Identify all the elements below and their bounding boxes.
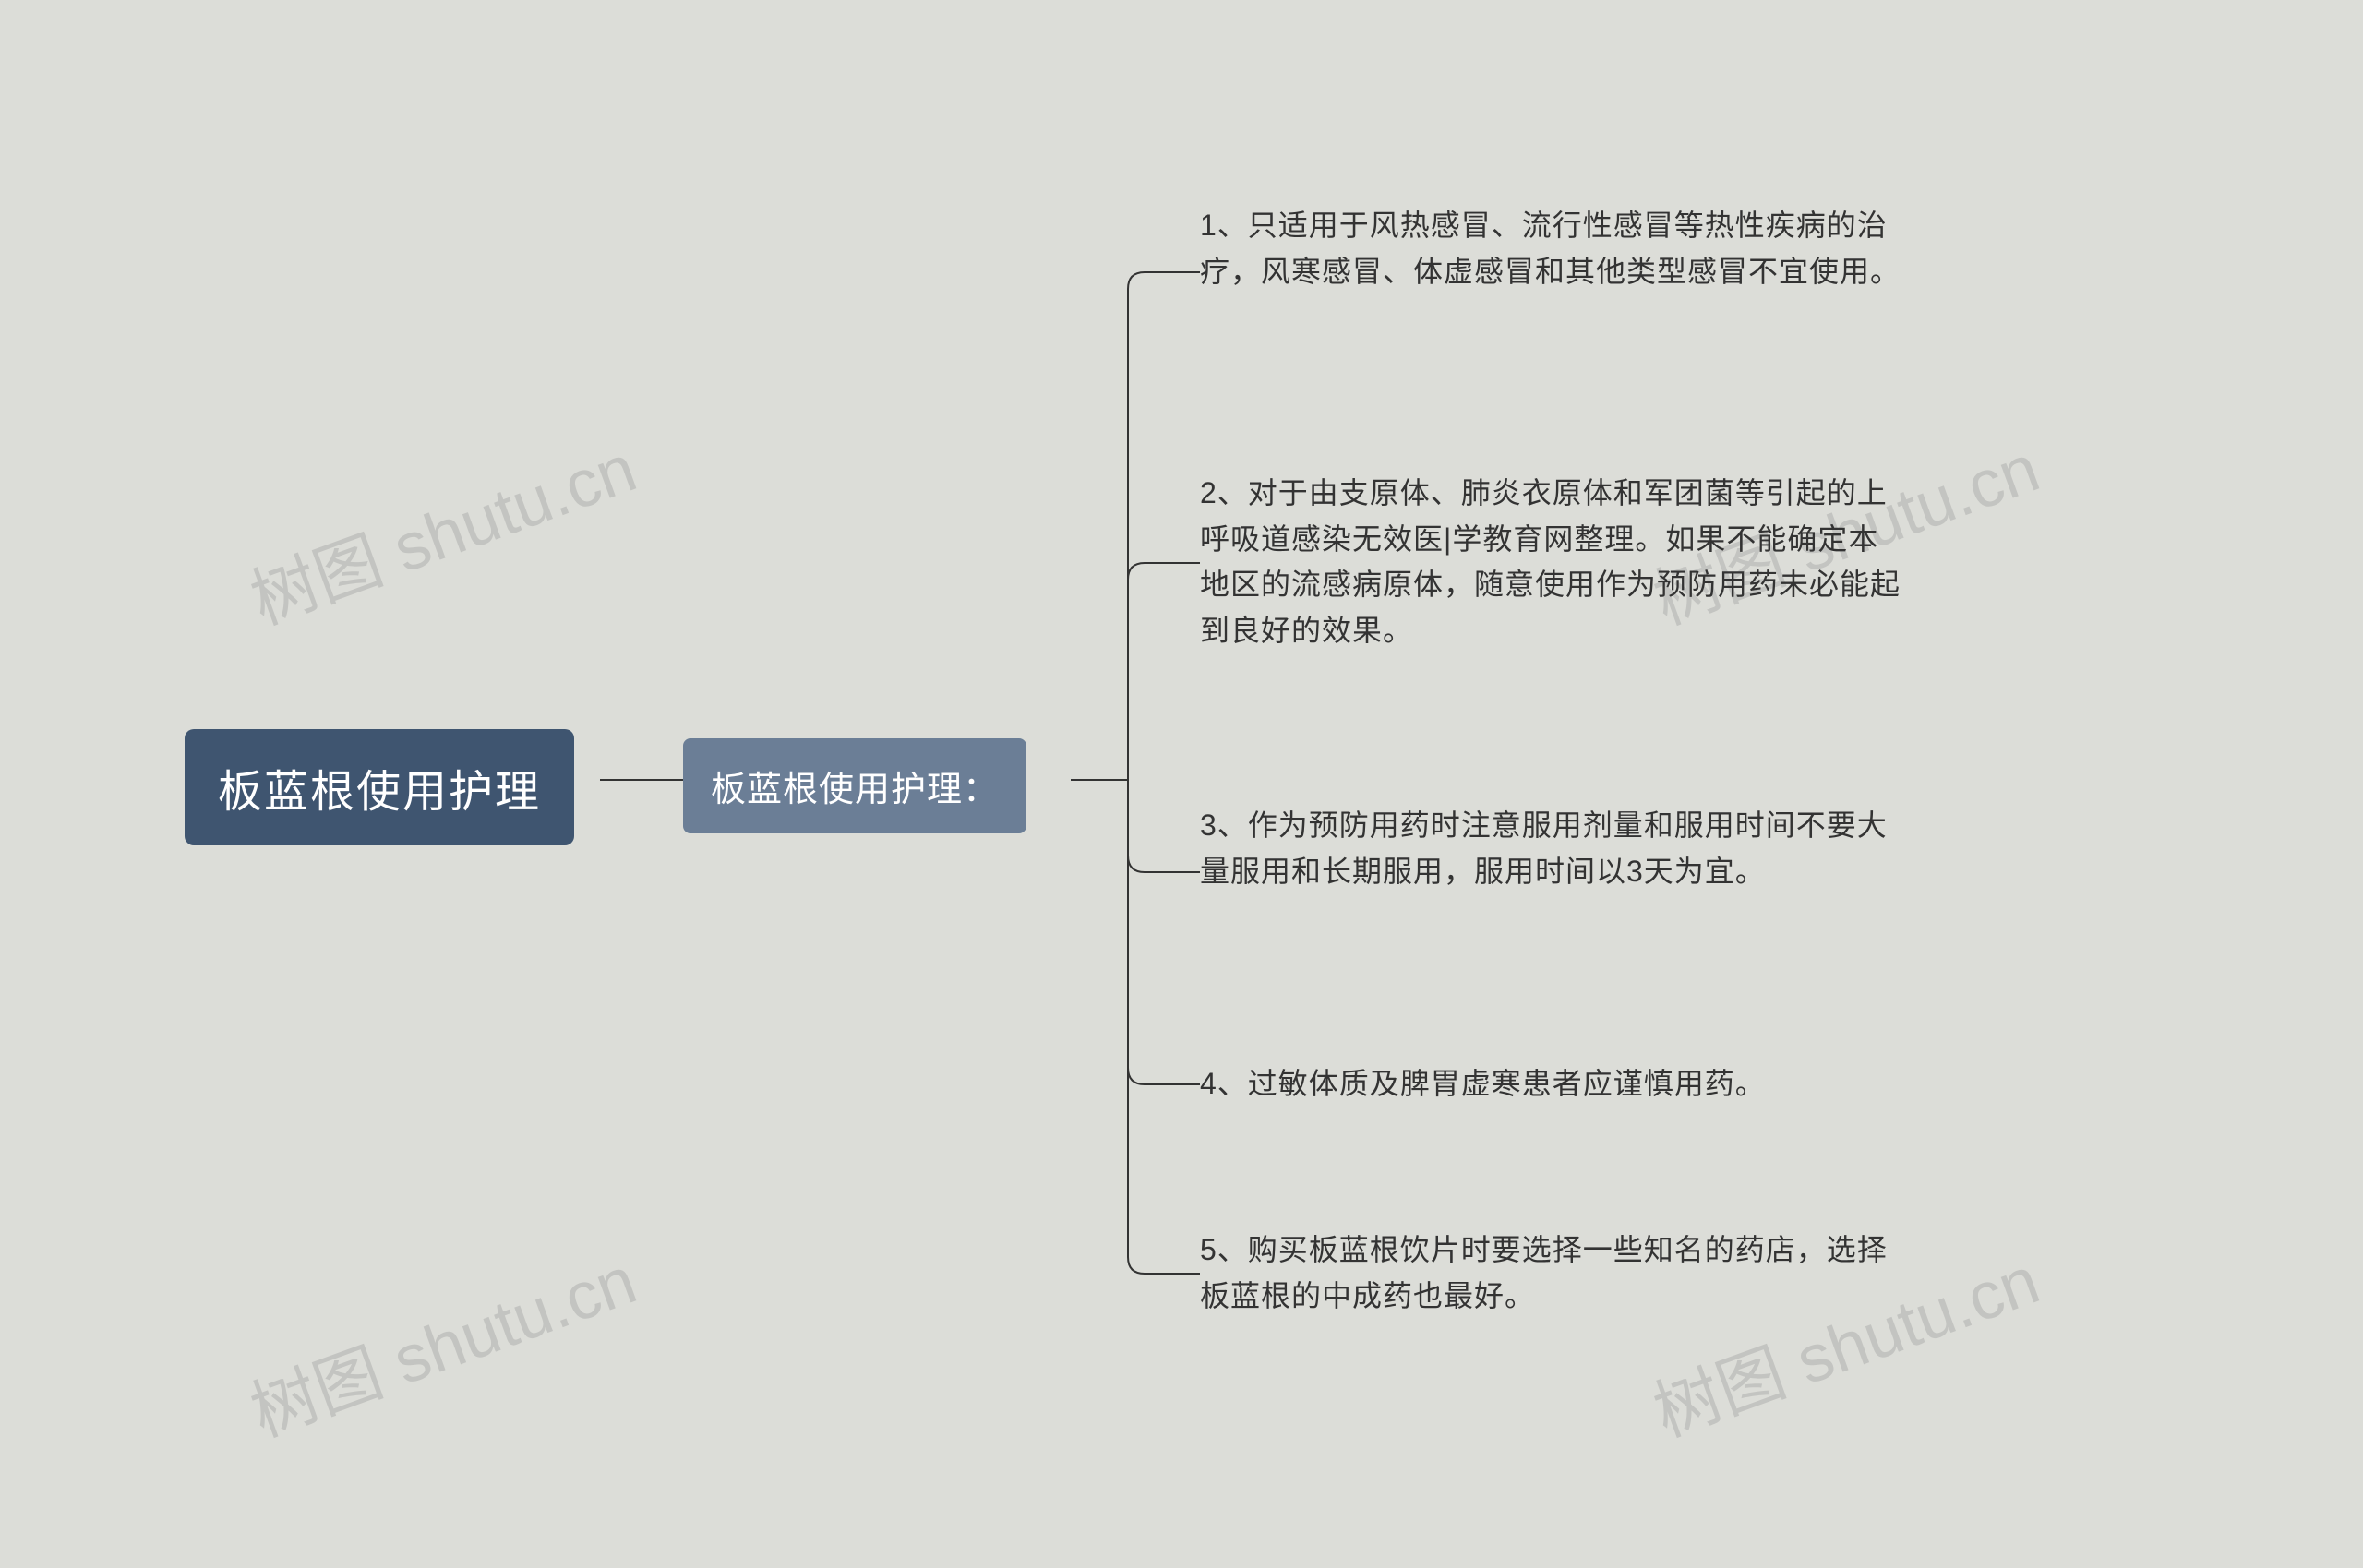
mindmap-leaf-node[interactable]: 2、对于由支原体、肺炎衣原体和军团菌等引起的上呼吸道感染无效医|学教育网整理。如… xyxy=(1200,471,1901,653)
mindmap-leaf-label: 2、对于由支原体、肺炎衣原体和军团菌等引起的上呼吸道感染无效医|学教育网整理。如… xyxy=(1200,471,1901,653)
mindmap-leaf-node[interactable]: 3、作为预防用药时注意服用剂量和服用时间不要大量服用和长期服用，服用时间以3天为… xyxy=(1200,803,1901,894)
mindmap-root-label: 板蓝根使用护理 xyxy=(218,755,541,820)
mindmap-leaf-label: 3、作为预防用药时注意服用剂量和服用时间不要大量服用和长期服用，服用时间以3天为… xyxy=(1200,803,1901,894)
watermark: 树图 shutu.cn xyxy=(235,414,647,643)
mindmap-leaf-node[interactable]: 4、过敏体质及脾胃虚寒患者应谨慎用药。 xyxy=(1200,1061,1901,1107)
mindmap-leaf-label: 1、只适用于风热感冒、流行性感冒等热性疾病的治疗，风寒感冒、体虚感冒和其他类型感… xyxy=(1200,203,1901,294)
mindmap-leaf-label: 4、过敏体质及脾胃虚寒患者应谨慎用药。 xyxy=(1200,1061,1766,1107)
mindmap-root-node[interactable]: 板蓝根使用护理 xyxy=(185,729,574,845)
mindmap-sub-label: 板蓝根使用护理： xyxy=(711,760,999,811)
mindmap-leaf-label: 5、购买板蓝根饮片时要选择一些知名的药店，选择板蓝根的中成药也最好。 xyxy=(1200,1227,1901,1319)
mindmap-leaf-node[interactable]: 5、购买板蓝根饮片时要选择一些知名的药店，选择板蓝根的中成药也最好。 xyxy=(1200,1227,1901,1319)
mindmap-leaf-node[interactable]: 1、只适用于风热感冒、流行性感冒等热性疾病的治疗，风寒感冒、体虚感冒和其他类型感… xyxy=(1200,203,1901,294)
mindmap-sub-node[interactable]: 板蓝根使用护理： xyxy=(683,738,1026,833)
watermark: 树图 shutu.cn xyxy=(235,1227,647,1455)
